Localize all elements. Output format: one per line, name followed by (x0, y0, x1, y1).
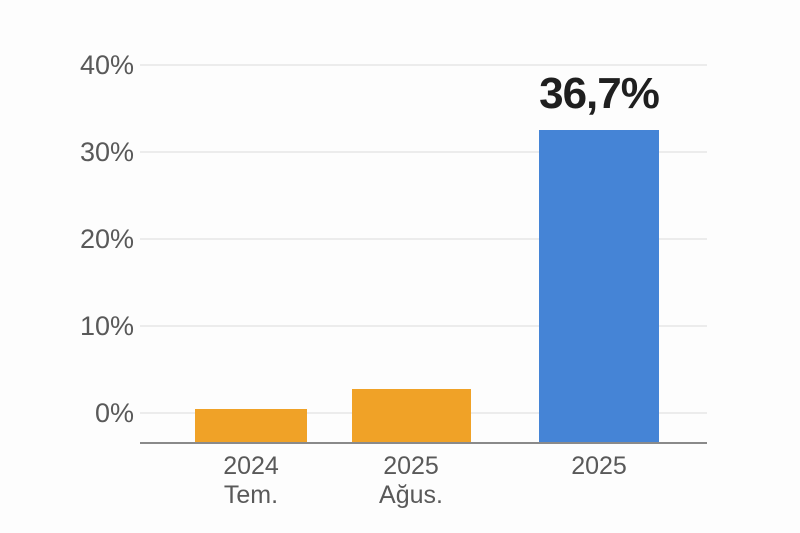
bar (352, 388, 471, 443)
bar (539, 130, 659, 443)
gridline (140, 238, 707, 240)
x-tick-label-line: Tem. (223, 481, 279, 509)
y-tick-label: 20% (79, 224, 134, 254)
gridline (140, 64, 707, 66)
y-tick-label: 10% (79, 311, 134, 341)
bar-value-label: 36,7% (539, 69, 660, 119)
x-axis-line (140, 442, 707, 444)
bar (195, 408, 307, 443)
y-tick-label: 0% (94, 398, 134, 428)
y-tick-label: 30% (79, 137, 134, 167)
x-tick-label-line: 2024 (223, 452, 279, 480)
x-tick-label-line: 2025 (383, 452, 439, 480)
x-tick-label: 2024 Tem. (161, 452, 341, 510)
gridline (140, 325, 707, 327)
x-tick-label: 2025 Ağus. (321, 452, 501, 510)
x-tick-label-line: 2025 (571, 452, 627, 480)
y-tick-label: 40% (79, 50, 134, 80)
gridline (140, 151, 707, 153)
x-tick-label-line: Ağus. (379, 481, 443, 509)
x-tick-label: 2025 (509, 452, 689, 481)
